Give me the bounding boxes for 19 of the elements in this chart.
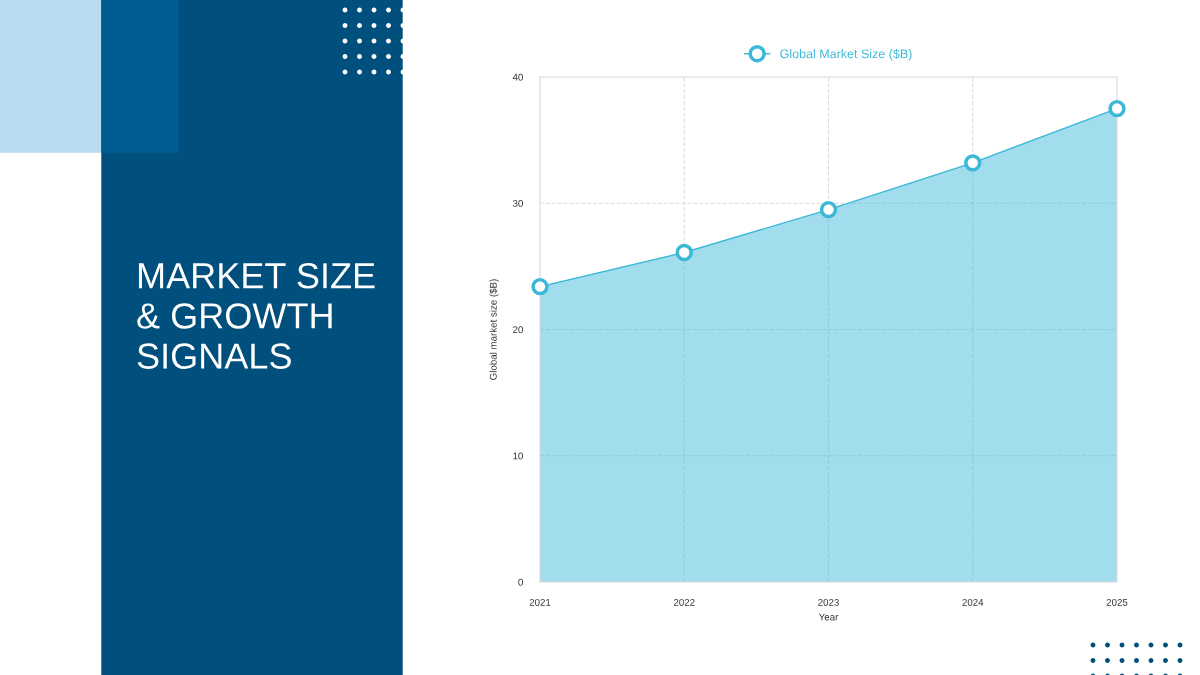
y-tick-label: 30 bbox=[512, 199, 523, 207]
y-tick-label: 10 bbox=[513, 452, 523, 460]
point bbox=[819, 200, 838, 219]
x-tick-label: 2021 bbox=[529, 598, 551, 606]
point bbox=[964, 154, 982, 172]
y-tick-label: 0 bbox=[518, 578, 523, 586]
legend-label: Global Market Size ($B) bbox=[780, 48, 912, 61]
x-tick-label: 2022 bbox=[673, 598, 695, 606]
x-tick-label: 2023 bbox=[818, 598, 839, 606]
point bbox=[531, 277, 549, 296]
y-tick-label: 20 bbox=[513, 326, 523, 334]
y-tick-label: 40 bbox=[512, 73, 523, 81]
point bbox=[1108, 99, 1126, 118]
y-axis-title: Global market size ($B) bbox=[489, 279, 499, 380]
point bbox=[675, 243, 693, 262]
x-axis-title: Year bbox=[818, 613, 839, 621]
text: MARKET SIZE & GROWTH SIGNALS bbox=[137, 262, 375, 369]
x-tick-label: 2025 bbox=[1106, 598, 1128, 606]
x-tick-label: 2024 bbox=[962, 598, 984, 606]
